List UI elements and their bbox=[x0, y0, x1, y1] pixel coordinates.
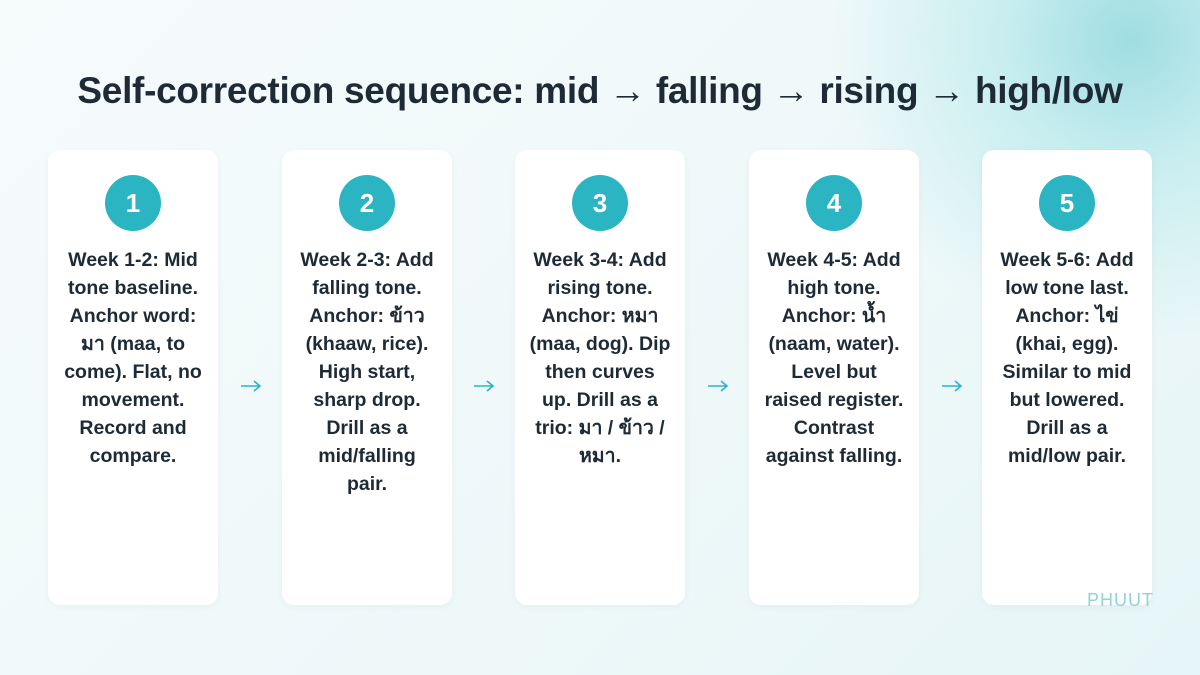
arrow bbox=[708, 380, 729, 392]
step-number: 4 bbox=[806, 175, 862, 231]
arrow-group bbox=[241, 380, 963, 392]
arrow bbox=[474, 380, 495, 392]
step-card: 4 Week 4-5: Add high tone. Anchor: น้ำ (n… bbox=[749, 150, 919, 605]
step-number: 2 bbox=[339, 175, 395, 231]
step-text: Week 2-3: Add falling tone. Anchor: ข้าว… bbox=[300, 249, 434, 495]
step-text: Week 4-5: Add high tone. Anchor: น้ำ (na… bbox=[764, 249, 904, 467]
step-text: Week 1-2: Mid tone baseline. Anchor word… bbox=[64, 249, 202, 467]
step-text: Week 3-4: Add rising tone. Anchor: หมา (… bbox=[529, 249, 671, 467]
step-text: Week 5-6: Add low tone last. Anchor: ไข่… bbox=[1000, 249, 1134, 467]
arrow bbox=[942, 380, 963, 392]
title: Self-correction sequence: mid → falling … bbox=[77, 70, 1123, 111]
arrow bbox=[241, 380, 262, 392]
step-card: 1 Week 1-2: Mid tone baseline. Anchor wor… bbox=[48, 150, 218, 605]
step-number: 1 bbox=[105, 175, 161, 231]
step-card: 5 Week 5-6: Add low tone last. Anchor: ไข… bbox=[982, 150, 1152, 605]
step-number: 5 bbox=[1039, 175, 1095, 231]
step-card: 3 Week 3-4: Add rising tone. Anchor: หมา … bbox=[515, 150, 685, 605]
step-number: 3 bbox=[572, 175, 628, 231]
logo: PHUUT bbox=[1087, 590, 1154, 610]
step-card: 2 Week 2-3: Add falling tone. Anchor: ข้า… bbox=[282, 150, 452, 605]
